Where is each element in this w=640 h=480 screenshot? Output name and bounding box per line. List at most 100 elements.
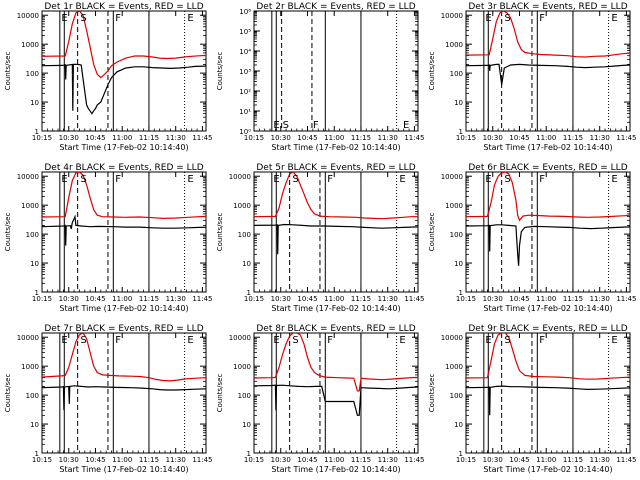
black-events-series-line — [42, 385, 206, 411]
x-tick-label: 10:15 — [244, 295, 264, 303]
marker-label: E — [187, 335, 193, 346]
x-tick-label: 10:45 — [297, 295, 317, 303]
marker-label: E — [611, 174, 617, 185]
y-tick-label: 100 — [450, 231, 463, 239]
x-tick-label: 10:30 — [483, 295, 503, 303]
x-tick-label: 11:00 — [112, 134, 132, 142]
marker-label: F — [539, 174, 545, 185]
black-events-series-line — [466, 385, 630, 416]
y-tick-label: 10000 — [229, 334, 251, 342]
x-tick-label: 11:15 — [139, 456, 159, 464]
x-tick-label: 10:15 — [32, 134, 52, 142]
panel-title: Det 4r BLACK = Events, RED = LLD — [44, 163, 203, 173]
x-tick-label: 11:30 — [378, 295, 398, 303]
x-tick-label: 11:30 — [166, 456, 186, 464]
x-tick-label: 11:15 — [351, 134, 371, 142]
marker-label: E — [273, 335, 279, 346]
x-tick-label: 11:30 — [378, 134, 398, 142]
x-tick-label: 10:45 — [509, 134, 529, 142]
marker-label: E — [399, 335, 405, 346]
detector-panel-5: Det 5r BLACK = Events, RED = LLD Counts/s… — [216, 163, 425, 313]
y-tick-label: 100 — [238, 392, 251, 400]
x-tick-label: 11:00 — [324, 456, 344, 464]
y-tick-label: 100 — [450, 392, 463, 400]
y-axis-label: Counts/sec — [428, 52, 436, 91]
marker-label: E — [485, 13, 491, 24]
y-tick-label: 10⁵ — [239, 28, 251, 36]
x-tick-label: 11:45 — [404, 456, 424, 464]
x-axis-label: Start Time (17-Feb-02 10:14:40) — [59, 465, 188, 474]
detector-panel-6: Det 6r BLACK = Events, RED = LLD Counts/s… — [428, 163, 637, 313]
x-tick-label: 10:30 — [271, 134, 291, 142]
x-tick-label: 10:45 — [509, 295, 529, 303]
x-tick-label: 11:45 — [616, 456, 636, 464]
detector-panel-8: Det 8r BLACK = Events, RED = LLD Counts/s… — [216, 324, 425, 474]
marker-label: E — [611, 13, 617, 24]
y-tick-label: 100 — [450, 70, 463, 78]
marker-label: E — [399, 174, 405, 185]
x-tick-label: 10:45 — [85, 295, 105, 303]
x-axis-label: Start Time (17-Feb-02 10:14:40) — [271, 465, 400, 474]
marker-label: E — [611, 335, 617, 346]
x-tick-label: 10:45 — [297, 134, 317, 142]
plot-frame — [253, 332, 419, 454]
x-tick-label: 10:45 — [297, 456, 317, 464]
marker-label: S — [80, 174, 86, 185]
x-axis-label: Start Time (17-Feb-02 10:14:40) — [483, 143, 612, 152]
x-axis-label: Start Time (17-Feb-02 10:14:40) — [271, 143, 400, 152]
y-tick-label: 100 — [26, 392, 39, 400]
black-events-series-line — [254, 384, 418, 416]
x-tick-label: 10:15 — [32, 456, 52, 464]
panel-title: Det 6r BLACK = Events, RED = LLD — [468, 163, 627, 173]
marker-label: F — [327, 174, 333, 185]
marker-label: S — [504, 13, 510, 24]
y-tick-label: 10 — [242, 260, 251, 268]
plot-frame — [253, 171, 419, 293]
y-tick-label: 1000 — [445, 41, 463, 49]
marker-label: S — [283, 120, 289, 131]
panel-title: Det 3r BLACK = Events, RED = LLD — [468, 2, 627, 12]
y-tick-label: 1 — [459, 450, 463, 458]
x-tick-label: 11:00 — [536, 134, 556, 142]
y-axis-label: Counts/sec — [4, 213, 12, 252]
x-axis-label: Start Time (17-Feb-02 10:14:40) — [59, 304, 188, 313]
y-axis-label: Counts/sec — [216, 374, 224, 413]
marker-label: F — [115, 335, 121, 346]
y-axis-label: Counts/sec — [428, 374, 436, 413]
y-tick-label: 10000 — [441, 12, 463, 20]
marker-label: E — [187, 13, 193, 24]
x-tick-label: 11:00 — [112, 295, 132, 303]
panel-title: Det 9r BLACK = Events, RED = LLD — [468, 324, 627, 334]
x-tick-label: 10:15 — [456, 295, 476, 303]
x-tick-label: 10:45 — [85, 134, 105, 142]
detector-panel-2: Det 2r BLACK = Events, RED = LLD Counts/s… — [216, 2, 425, 152]
marker-label: E — [485, 335, 491, 346]
marker-label: F — [539, 335, 545, 346]
y-tick-label: 10⁴ — [239, 48, 251, 56]
y-tick-label: 10 — [454, 421, 463, 429]
panel-title: Det 8r BLACK = Events, RED = LLD — [256, 324, 415, 334]
y-tick-label: 100 — [238, 231, 251, 239]
y-tick-label: 10 — [30, 421, 39, 429]
marker-label: S — [80, 13, 86, 24]
black-events-series-line — [254, 223, 418, 255]
x-tick-label: 11:00 — [536, 295, 556, 303]
panel-title: Det 2r BLACK = Events, RED = LLD — [256, 2, 415, 12]
x-tick-label: 11:30 — [590, 295, 610, 303]
black-events-series-line — [466, 63, 630, 85]
x-axis-label: Start Time (17-Feb-02 10:14:40) — [271, 304, 400, 313]
x-tick-label: 11:45 — [404, 134, 424, 142]
x-tick-label: 11:00 — [324, 295, 344, 303]
marker-label: E — [187, 174, 193, 185]
marker-label: F — [115, 13, 121, 24]
black-events-series-line — [42, 214, 206, 246]
x-tick-label: 10:45 — [85, 456, 105, 464]
marker-label: E — [61, 13, 67, 24]
x-tick-label: 10:15 — [456, 134, 476, 142]
y-tick-label: 10000 — [229, 173, 251, 181]
detector-panel-1: Det 1r BLACK = Events, RED = LLD Counts/s… — [4, 2, 213, 152]
x-tick-label: 11:45 — [192, 134, 212, 142]
marker-label: S — [292, 174, 298, 185]
y-axis-label: Counts/sec — [4, 52, 12, 91]
